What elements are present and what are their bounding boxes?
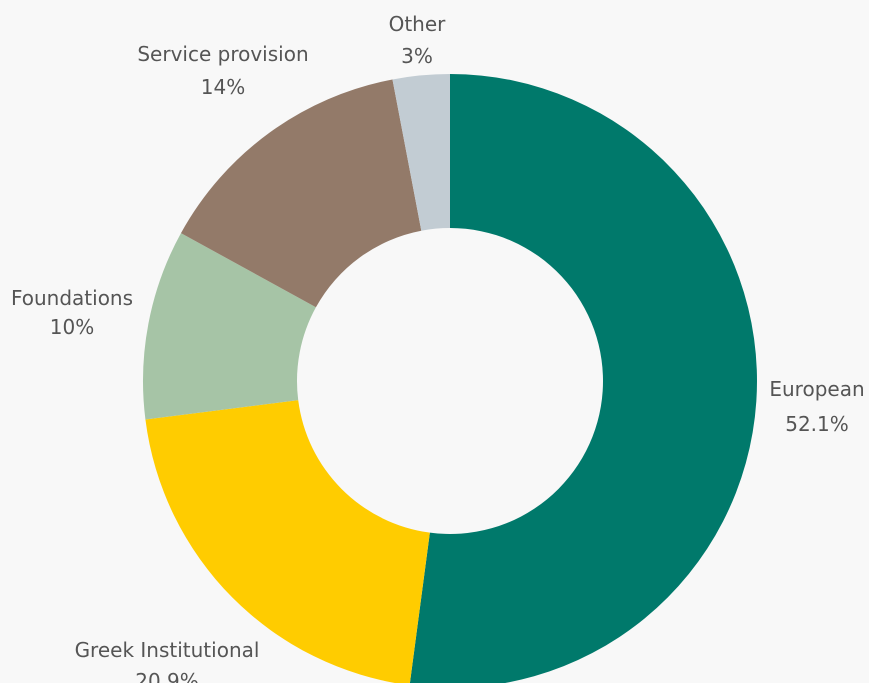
slice-european [409,74,757,683]
slice-greek-institutional [145,400,430,683]
slice-label-european: European [769,377,864,401]
slice-value-foundations: 10% [50,315,94,339]
slice-service-provision [180,79,422,308]
slice-label-greek-institutional: Greek Institutional [75,638,260,662]
chart-labels: European 52.1% Greek Institutional 20.9% Fou… [11,12,865,683]
slice-value-other: 3% [401,44,433,68]
slice-foundations [143,233,316,420]
chart-slices [143,74,757,683]
slice-label-service-provision: Service provision [137,42,308,66]
slice-value-service-provision: 14% [201,75,245,99]
slice-value-european: 52.1% [785,412,849,436]
slice-value-greek-institutional: 20.9% [135,669,199,683]
slice-label-foundations: Foundations [11,286,133,310]
slice-label-other: Other [389,12,447,36]
slice-other [392,74,450,231]
